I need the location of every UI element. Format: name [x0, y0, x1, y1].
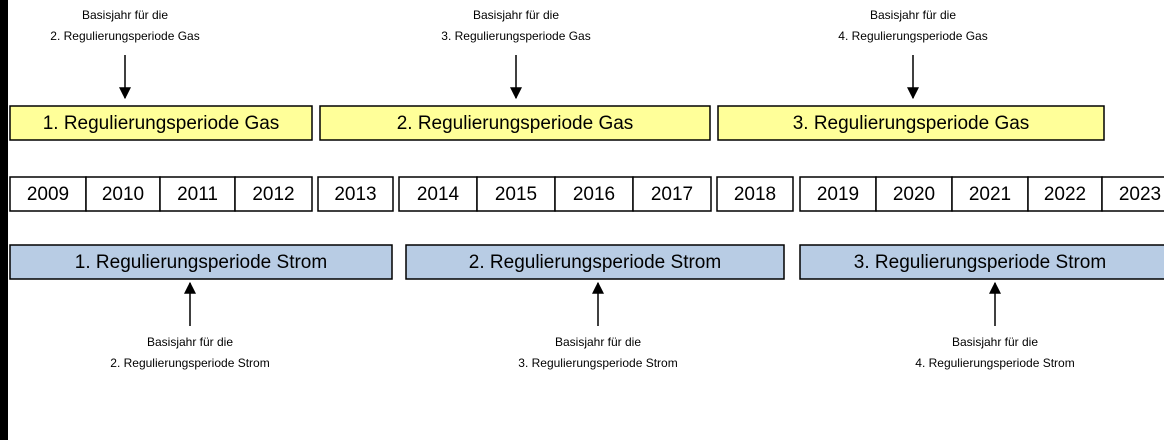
year-cell: [159, 176, 236, 212]
strom-period-box: [405, 244, 785, 280]
strom-period-label: 1. Regulierungsperiode Strom: [75, 252, 327, 273]
gas-annotation-line: 3. Regulierungsperiode Gas: [441, 29, 590, 43]
gas-annotation-line: 2. Regulierungsperiode Gas: [50, 29, 199, 43]
gas-annotation-line: Basisjahr für die: [473, 8, 559, 22]
gas-period-label: 1. Regulierungsperiode Gas: [43, 113, 280, 134]
strom-annotation-line: 2. Regulierungsperiode Strom: [110, 356, 269, 370]
gas-annotation-line: Basisjahr für die: [870, 8, 956, 22]
strom-annotation-line: 4. Regulierungsperiode Strom: [915, 356, 1074, 370]
strom-annotation-line: Basisjahr für die: [952, 335, 1038, 349]
year-cell: [1027, 176, 1103, 212]
year-cell: [476, 176, 556, 212]
year-cell: [234, 176, 313, 212]
year-cell: [951, 176, 1029, 212]
year-cell: [632, 176, 712, 212]
year-label: 2020: [893, 184, 935, 205]
strom-annotation-line: Basisjahr für die: [147, 335, 233, 349]
year-label: 2022: [1044, 184, 1086, 205]
year-label: 2019: [817, 184, 859, 205]
gas-period-box: [9, 105, 313, 141]
year-label: 2014: [417, 184, 460, 205]
year-label: 2012: [252, 184, 294, 205]
strom-annotation-line: Basisjahr für die: [555, 335, 641, 349]
year-label: 2010: [102, 184, 144, 205]
year-label: 2011: [177, 184, 218, 205]
year-label: 2009: [27, 184, 69, 205]
left-border: [0, 0, 8, 440]
strom-period-label: 3. Regulierungsperiode Strom: [854, 252, 1106, 273]
gas-annotation-line: Basisjahr für die: [82, 8, 168, 22]
year-cell: [799, 176, 877, 212]
gas-period-box: [717, 105, 1105, 141]
year-label: 2015: [495, 184, 537, 205]
strom-period-box: [9, 244, 393, 280]
year-cell: [398, 176, 478, 212]
strom-annotation-line: 3. Regulierungsperiode Strom: [518, 356, 677, 370]
year-cell: [716, 176, 794, 212]
year-cell: [1101, 176, 1164, 212]
gas-period-label: 2. Regulierungsperiode Gas: [397, 113, 634, 134]
gas-period-label: 3. Regulierungsperiode Gas: [793, 113, 1030, 134]
year-label: 2021: [969, 184, 1011, 205]
year-cell: [85, 176, 161, 212]
year-label: 2017: [651, 184, 693, 205]
year-label: 2016: [573, 184, 615, 205]
year-cell: [317, 176, 394, 212]
gas-annotation-line: 4. Regulierungsperiode Gas: [838, 29, 987, 43]
gas-period-box: [319, 105, 711, 141]
strom-period-box: [799, 244, 1164, 280]
year-label: 2013: [334, 184, 376, 205]
year-label: 2018: [734, 184, 776, 205]
strom-period-label: 2. Regulierungsperiode Strom: [469, 252, 721, 273]
year-label: 2023: [1119, 184, 1161, 205]
